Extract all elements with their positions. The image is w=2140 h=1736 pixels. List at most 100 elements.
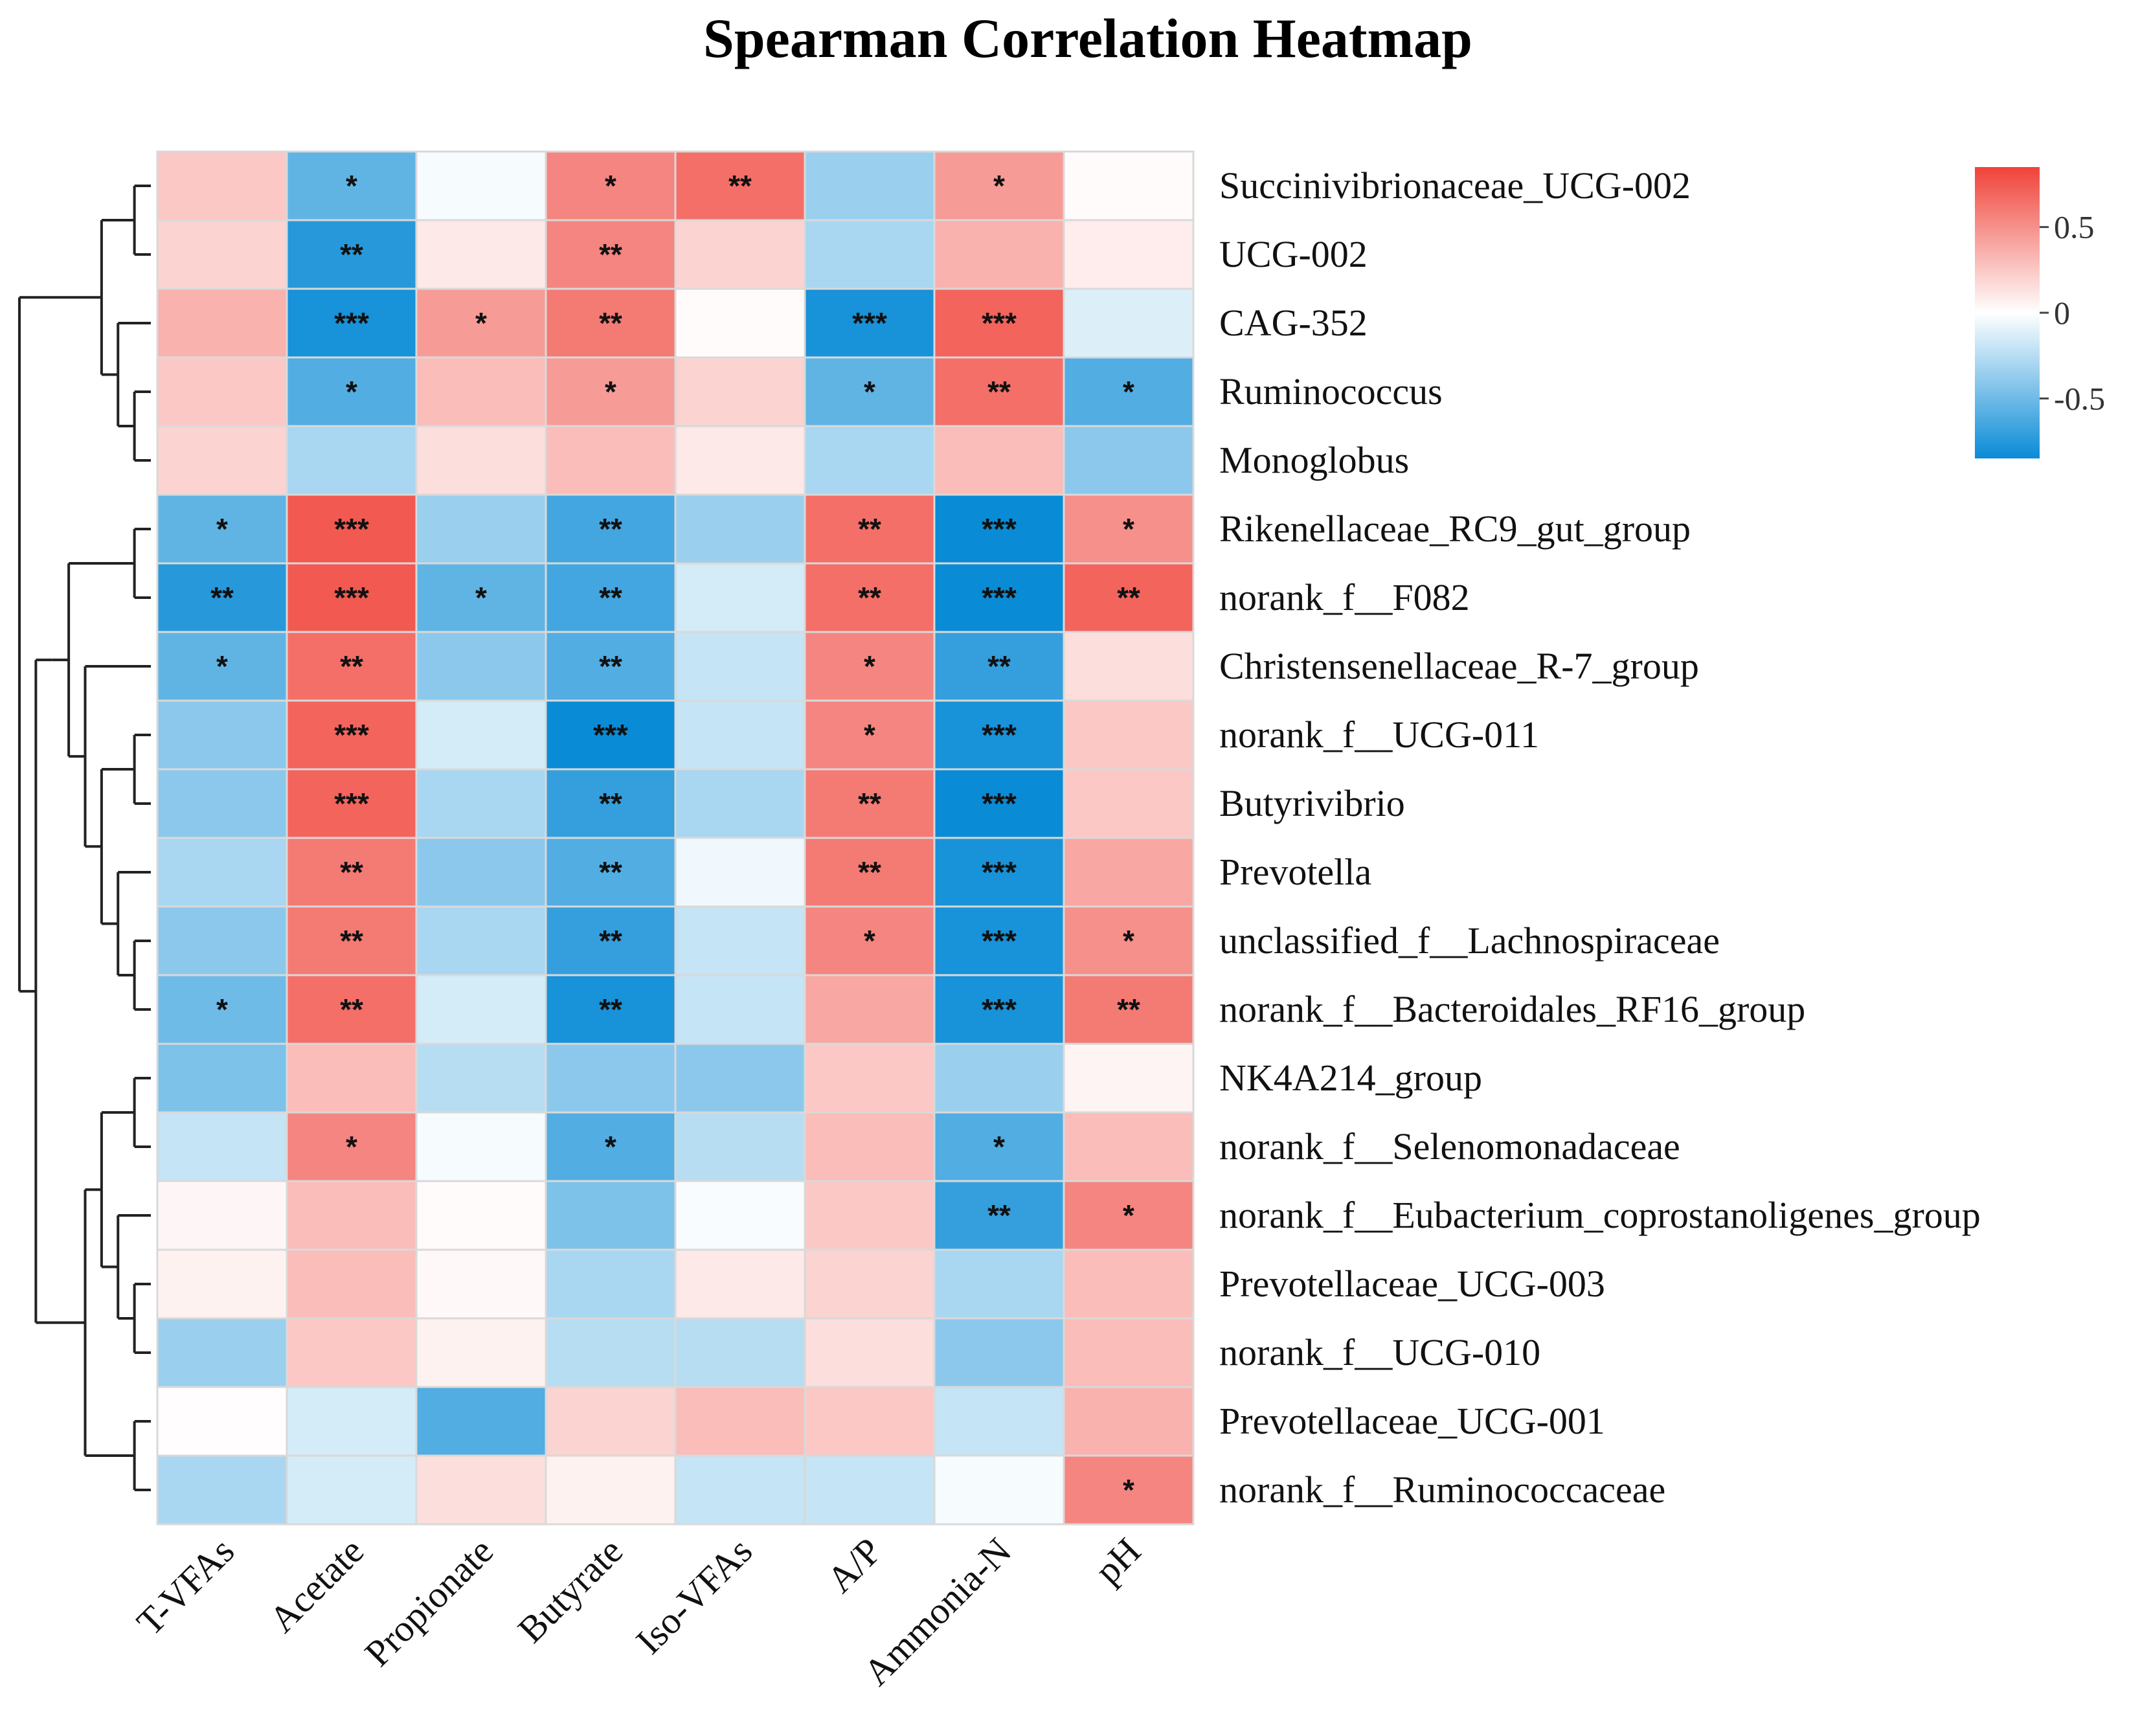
heatmap-cell [674,356,806,427]
significance-mark: * [864,375,875,409]
heatmap-cell [156,974,288,1045]
heatmap-cell [156,287,288,359]
row-label: unclassified_f__Lachnospiraceae [1219,919,1720,962]
heatmap-cell [286,974,418,1045]
heatmap-cell [545,1043,677,1114]
significance-mark: *** [982,787,1017,820]
heatmap-cell [1063,562,1195,633]
heatmap-cell [804,1454,936,1526]
heatmap-cell [933,1454,1065,1526]
heatmap-cell [286,150,418,221]
row-labels: Succinivibrionaceae_UCG-002 UCG-002 CAG-35… [1219,164,1981,1511]
heatmap-cell [415,356,547,427]
heatmap-cell [156,837,288,908]
significance-mark: ** [858,787,881,820]
heatmap-cell [804,219,936,290]
row-label: norank_f__Ruminococcaceae [1219,1469,1665,1511]
heatmap-cell [674,287,806,359]
heatmap-cell [804,974,936,1045]
significance-mark: *** [593,718,628,752]
heatmap-cell [415,150,547,221]
significance-mark: *** [982,306,1017,340]
heatmap-cell [1063,425,1195,496]
heatmap-cell [156,356,288,427]
heatmap-cell [804,150,936,221]
heatmap-cell [1063,699,1195,771]
heatmap-cell [286,1043,418,1114]
heatmap-cell [415,1317,547,1388]
heatmap-cell [804,905,936,976]
heatmap-cell [545,1248,677,1320]
significance-mark: ** [858,581,881,614]
heatmap-cell [933,1317,1065,1388]
heatmap-cell [933,1386,1065,1457]
significance-mark: * [346,169,357,203]
heatmap-cell [1063,631,1195,702]
heatmap-cell [804,1248,936,1320]
significance-mark: ** [599,924,622,958]
significance-mark: * [216,649,228,683]
heatmap-cell [674,425,806,496]
heatmap-cell [933,493,1065,565]
significance-mark: * [993,169,1005,203]
heatmap-cell [1063,1454,1195,1526]
significance-mark: *** [982,993,1017,1026]
heatmap-cell [674,905,806,976]
significance-mark: * [864,924,875,958]
heatmap-cell [156,631,288,702]
significance-mark: ** [599,238,622,271]
heatmap-cell [674,768,806,839]
heatmap-cell [415,493,547,565]
heatmap-cell [933,837,1065,908]
row-label: Prevotella [1219,851,1371,893]
heatmap-cell [286,699,418,771]
heatmap-cell [933,905,1065,976]
heatmap-cell [286,905,418,976]
heatmap-cell [1063,493,1195,565]
heatmap-cell [1063,1386,1195,1457]
heatmap-cell [286,837,418,908]
chart-title: Spearman Correlation Heatmap [703,7,1472,69]
significance-mark: ** [987,375,1011,409]
heatmap-cell [545,905,677,976]
heatmap-cell [286,1454,418,1526]
heatmap-cell [1063,219,1195,290]
row-label: NK4A214_group [1219,1057,1482,1099]
significance-mark: * [216,993,228,1026]
row-label: Christensenellaceae_R-7_group [1219,645,1699,687]
heatmap-cell [156,1454,288,1526]
heatmap-cell [286,287,418,359]
heatmap-cell [804,1043,936,1114]
heatmap-cell [545,287,677,359]
heatmap-cell [804,1180,936,1251]
heatmap-cell [1063,837,1195,908]
heatmap-cell [545,1317,677,1388]
significance-mark: ** [599,993,622,1026]
significance-mark: ** [340,924,363,958]
significance-mark: * [605,169,616,203]
heatmap-cell [933,1248,1065,1320]
heatmap-cell [674,1111,806,1182]
heatmap-cell [545,768,677,839]
heatmap-cell [415,425,547,496]
heatmap-cell [415,562,547,633]
significance-mark: * [864,649,875,683]
heatmap-cell [286,1111,418,1182]
heatmap-cell [1063,1043,1195,1114]
heatmap-cell [804,699,936,771]
heatmap-cell [415,631,547,702]
significance-mark: *** [982,718,1017,752]
row-label: Ruminococcus [1219,370,1443,412]
legend-tick-label: -0.5 [2054,380,2105,416]
row-dendrogram [18,185,151,1491]
heatmap-cell [156,768,288,839]
significance-mark: * [1123,1199,1134,1232]
significance-mark: * [993,1130,1005,1164]
heatmap-cell [545,1180,677,1251]
column-label: Acetate [261,1529,372,1640]
significance-mark: ** [599,581,622,614]
heatmap-cell [674,837,806,908]
row-label: norank_f__Bacteroidales_RF16_group [1219,988,1805,1030]
significance-mark: ** [1117,581,1140,614]
